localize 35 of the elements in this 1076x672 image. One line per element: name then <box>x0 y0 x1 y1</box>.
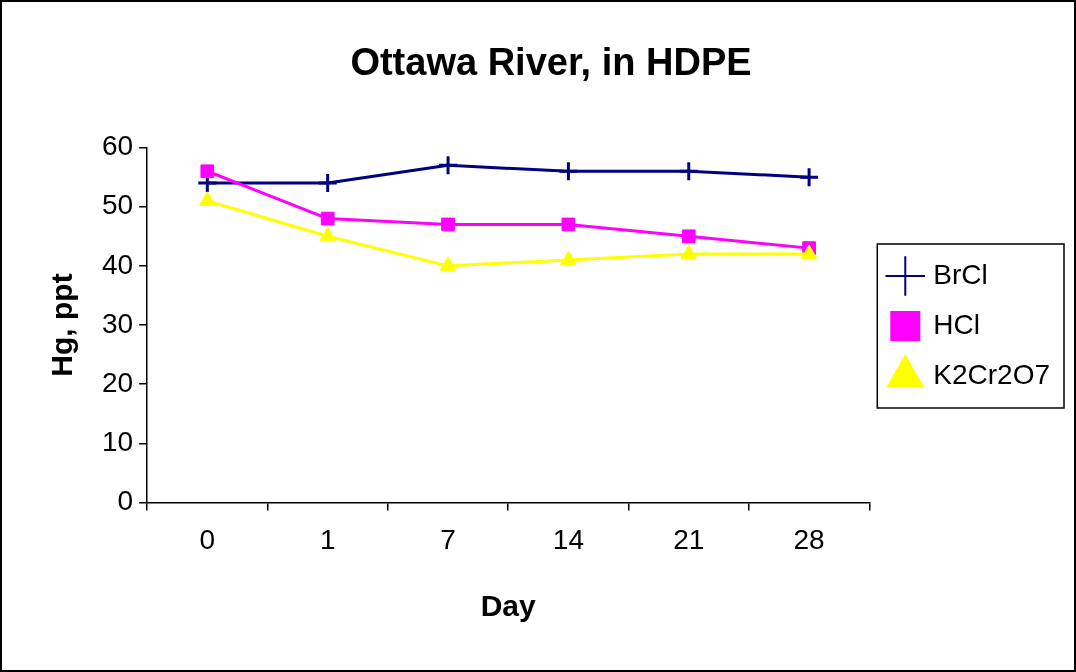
point <box>199 191 216 206</box>
point <box>319 226 336 242</box>
point <box>200 164 215 179</box>
point <box>557 160 579 182</box>
legend-label: K2Cr2O7 <box>933 358 1050 390</box>
point <box>680 244 698 260</box>
point <box>441 217 455 232</box>
y-tick-label: 40 <box>101 248 134 280</box>
point <box>560 250 577 265</box>
x-tick-label: 21 <box>673 523 705 555</box>
x-tick-label: 28 <box>793 523 825 555</box>
x-tick-label: 7 <box>440 523 456 555</box>
y-tick-label: 10 <box>101 425 134 457</box>
point <box>320 211 335 226</box>
y-axis-title: Hg, ppt <box>45 273 79 377</box>
point <box>437 154 459 176</box>
y-tick-label: 50 <box>101 189 134 221</box>
point <box>681 229 696 244</box>
point <box>800 244 818 260</box>
y-tick-label: 20 <box>101 366 134 398</box>
x-tick-label: 14 <box>552 523 584 555</box>
x-tick-label: 1 <box>319 523 336 555</box>
legend-label: BrCl <box>933 258 988 290</box>
point <box>798 166 820 188</box>
x-tick-label: 0 <box>199 523 216 555</box>
chart-title: Ottawa River, in HDPE <box>350 41 752 84</box>
y-tick-label: 60 <box>101 130 134 162</box>
point <box>678 160 700 182</box>
legend-label: HCl <box>933 308 980 340</box>
point <box>439 256 457 271</box>
y-tick-label: 0 <box>117 485 134 517</box>
point <box>561 217 576 232</box>
y-tick-label: 30 <box>101 307 134 339</box>
point <box>317 172 339 194</box>
x-axis-title: Day <box>480 589 537 623</box>
